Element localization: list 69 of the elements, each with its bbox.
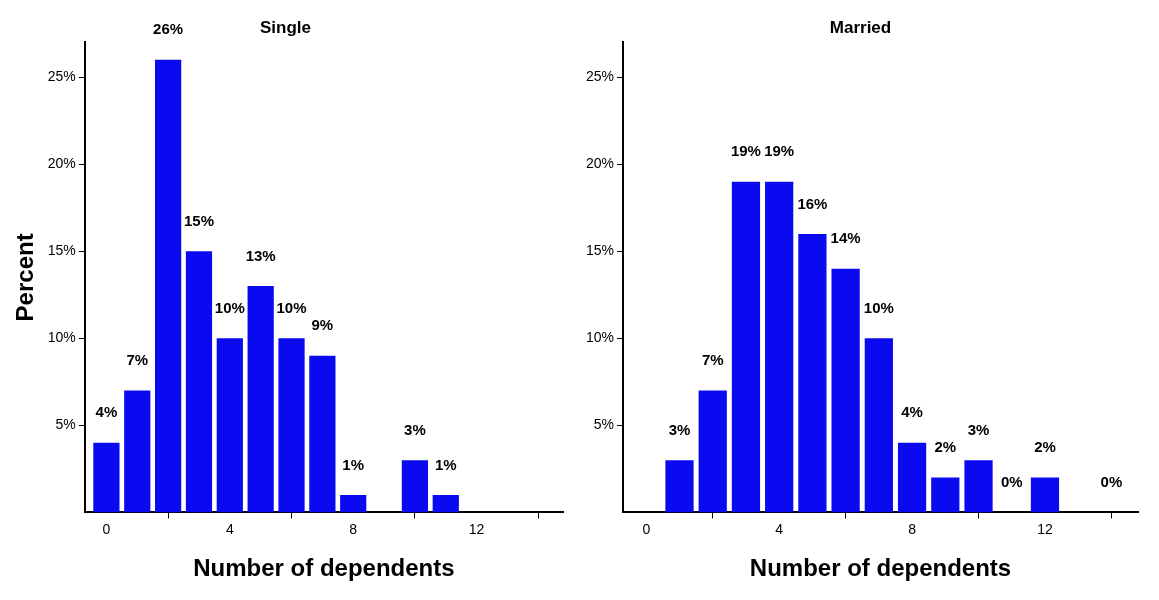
data-label: 10% [863,298,894,316]
chart-title: Married [829,17,892,37]
data-label: 19% [764,142,795,160]
data-label: 3% [404,420,426,438]
y-tick-label: 10% [585,329,615,346]
data-label: 13% [245,246,276,264]
x-tick-label: 0 [102,520,111,537]
data-label: 0% [1100,473,1123,491]
bar [432,494,459,513]
x-tick-label: 12 [468,520,485,537]
bar [897,442,927,513]
bar [864,338,893,513]
y-tick-label: 20% [47,155,76,172]
data-label: 2% [934,438,957,456]
bar [931,477,960,513]
y-tick-label: 15% [585,242,615,259]
data-label: 19% [730,142,761,160]
data-label: 4% [95,403,118,421]
data-label: 10% [214,298,245,316]
x-tick-label: 8 [349,520,358,537]
bar [216,338,243,513]
bar [765,181,794,513]
bar [665,460,694,513]
y-axis-title: Percent [11,233,39,322]
data-label: 2% [1034,438,1056,456]
data-label: 14% [830,229,861,247]
data-label: 1% [342,455,365,473]
data-label: 0% [1000,473,1023,491]
bar [93,442,120,513]
bar [124,390,151,513]
data-label: 4% [901,403,923,421]
data-label: 7% [126,351,149,369]
bar [340,494,367,513]
data-label: 9% [311,316,334,334]
bar [831,268,860,513]
data-label: 3% [967,420,990,438]
x-tick-label: 12 [1037,520,1053,537]
data-label: 16% [797,194,828,212]
x-axis-title: Number of dependents [749,554,1012,582]
bar [798,233,827,513]
bar [964,460,993,513]
data-label: 26% [153,20,184,38]
bar [731,181,761,513]
x-tick-label: 4 [775,520,784,537]
x-tick-label: 0 [642,520,651,537]
bar [278,338,305,513]
bar [698,390,727,513]
bar [155,59,182,513]
data-label: 15% [183,211,214,229]
bar [185,251,213,513]
data-label: 10% [276,298,307,316]
y-tick-label: 25% [585,68,615,85]
y-tick-label: 20% [585,155,615,172]
bar [401,460,429,513]
data-label: 3% [668,420,691,438]
x-tick-label: 4 [225,520,234,537]
data-label: 7% [701,351,724,369]
y-tick-label: 5% [593,416,615,433]
y-tick-label: 15% [47,242,76,259]
bar [247,286,274,513]
bar [1030,477,1060,513]
x-axis-title: Number of dependents [193,554,455,582]
y-tick-label: 5% [55,416,76,433]
x-tick-label: 8 [908,520,917,537]
chart-title: Single [259,17,312,37]
y-tick-label: 25% [47,68,76,85]
bar [309,355,336,513]
data-label: 1% [434,455,457,473]
y-tick-label: 10% [47,329,76,346]
